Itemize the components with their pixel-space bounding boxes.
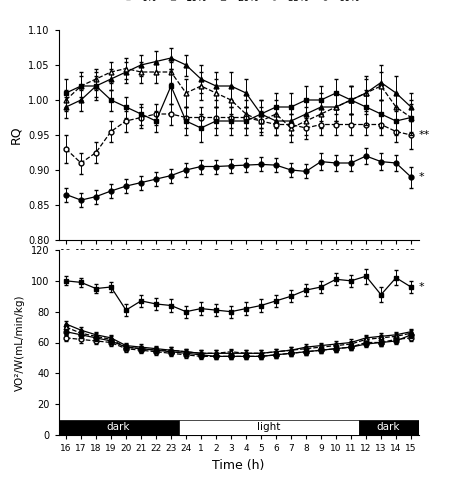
Bar — [179, 420, 359, 435]
Text: dark: dark — [377, 422, 400, 432]
Text: dark: dark — [107, 422, 130, 432]
Bar — [359, 420, 419, 435]
Text: light: light — [257, 422, 280, 432]
Y-axis label: VO²/W(mL/min/kg): VO²/W(mL/min/kg) — [15, 294, 25, 391]
Text: **: ** — [418, 130, 430, 140]
Text: *: * — [418, 172, 424, 182]
X-axis label: Time (h): Time (h) — [212, 458, 265, 471]
Y-axis label: RQ: RQ — [9, 126, 22, 144]
Legend: 0%, 10%, 20%, 35%, 60%: 0%, 10%, 20%, 35%, 60% — [113, 0, 364, 6]
Bar — [58, 420, 179, 435]
Text: *: * — [418, 282, 424, 292]
